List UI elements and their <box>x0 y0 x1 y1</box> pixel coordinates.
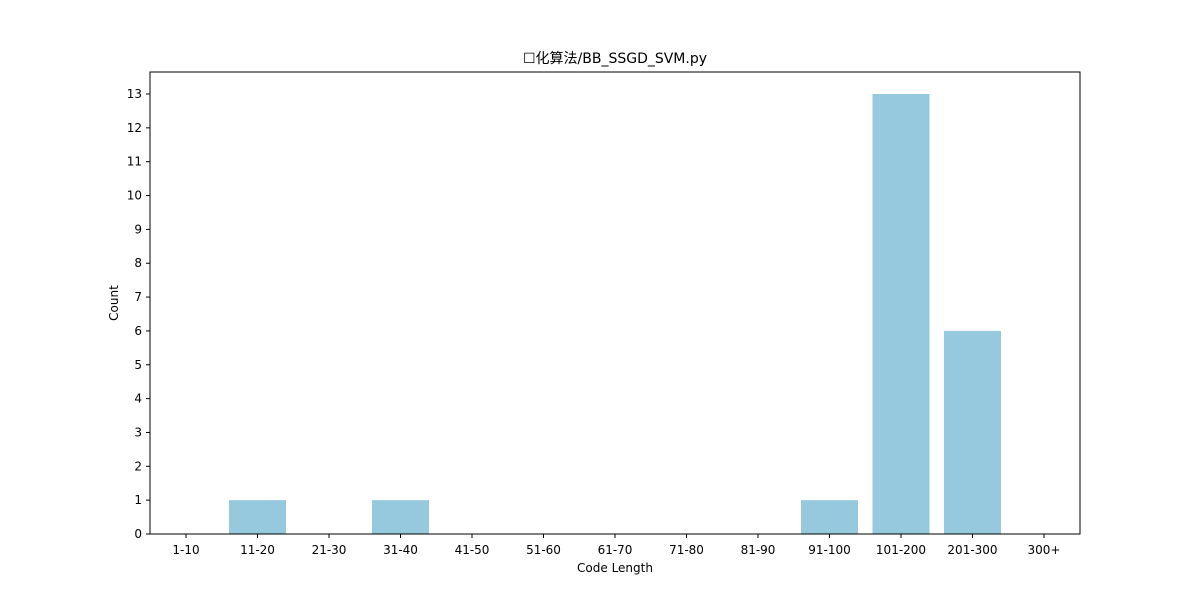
y-tick-label: 1 <box>134 493 142 507</box>
x-tick-label: 300+ <box>1028 543 1061 557</box>
x-tick-label: 51-60 <box>526 543 561 557</box>
x-tick-label: 71-80 <box>669 543 704 557</box>
x-tick-label: 91-100 <box>808 543 851 557</box>
x-tick-label: 41-50 <box>455 543 490 557</box>
x-axis-label: Code Length <box>577 561 653 575</box>
y-tick-label: 2 <box>134 459 142 473</box>
y-tick-label: 0 <box>134 527 142 541</box>
x-tick-label: 1-10 <box>172 543 199 557</box>
x-tick-label: 11-20 <box>240 543 275 557</box>
x-tick-label: 81-90 <box>741 543 776 557</box>
chart-title: ☐化算法/BB_SSGD_SVM.py <box>523 51 707 67</box>
x-tick-label: 31-40 <box>383 543 418 557</box>
y-tick-label: 7 <box>134 290 142 304</box>
y-axis-label: Count <box>107 285 121 321</box>
bar-201-300 <box>944 330 1001 534</box>
bar-11-20 <box>229 500 286 534</box>
bars-group <box>229 94 1001 534</box>
y-tick-label: 9 <box>134 222 142 236</box>
x-axis-ticks: 1-10 11-20 21-30 31-40 41-50 51-60 61-70 71-80 8… <box>172 534 1060 557</box>
x-tick-label: 201-300 <box>947 543 997 557</box>
y-tick-label: 5 <box>134 358 142 372</box>
y-tick-label: 4 <box>134 392 142 406</box>
y-tick-label: 10 <box>127 189 142 203</box>
x-tick-label: 21-30 <box>312 543 347 557</box>
y-tick-label: 3 <box>134 425 142 439</box>
y-tick-label: 11 <box>127 155 142 169</box>
y-tick-label: 13 <box>127 87 142 101</box>
bar-101-200 <box>872 94 930 534</box>
plot-frame <box>149 71 1081 535</box>
x-tick-label: 101-200 <box>876 543 926 557</box>
bar-91-100 <box>801 500 858 534</box>
x-tick-label: 61-70 <box>598 543 633 557</box>
y-tick-label: 8 <box>134 256 142 270</box>
y-tick-label: 6 <box>134 324 142 338</box>
y-tick-label: 12 <box>127 121 142 135</box>
bar-31-40 <box>372 500 429 534</box>
